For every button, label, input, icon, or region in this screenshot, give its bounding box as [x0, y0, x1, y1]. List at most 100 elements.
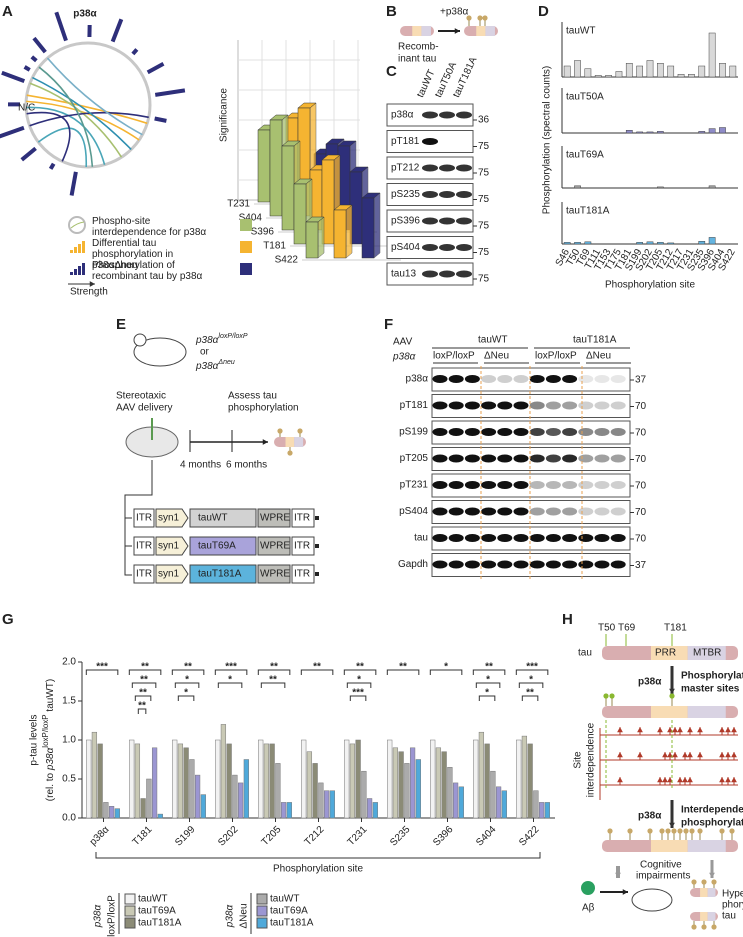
bar — [329, 790, 335, 819]
blot-band — [481, 375, 497, 383]
blot-band — [578, 428, 594, 436]
blot-band — [578, 534, 594, 542]
bar — [286, 802, 292, 819]
blot-band — [481, 401, 497, 410]
label: Recomb- — [398, 42, 439, 53]
blot-band — [448, 401, 464, 410]
blot-band — [497, 481, 513, 489]
label: master sites — [681, 684, 740, 695]
blot-band — [578, 507, 594, 516]
line — [146, 62, 165, 75]
arrow-head — [615, 872, 621, 878]
label: ITR — [136, 569, 152, 580]
label: ** — [141, 662, 149, 673]
blot-band — [562, 401, 578, 410]
chord — [37, 127, 87, 167]
sig-bracket — [386, 669, 420, 675]
bar-side — [373, 192, 381, 259]
bar — [280, 802, 287, 819]
shape — [124, 905, 136, 917]
label: T181 — [131, 824, 155, 848]
genotype-sup: Δneu — [217, 359, 234, 366]
blot-band — [529, 481, 545, 489]
bar — [91, 731, 98, 819]
label: tauT181A — [451, 55, 479, 99]
label: pS404 — [391, 242, 420, 253]
label: p38α — [406, 374, 429, 385]
label: T69 — [618, 623, 636, 634]
phospho-site — [683, 828, 689, 834]
bar-face — [281, 145, 295, 231]
bar — [484, 743, 490, 819]
phospho-site — [669, 693, 675, 699]
genotype: p38αloxP/loxP — [195, 333, 248, 346]
blot-band — [594, 454, 610, 463]
bar-face — [257, 129, 271, 203]
bar — [698, 65, 706, 78]
phospho-site — [466, 15, 472, 21]
shape — [257, 508, 291, 528]
label: tau — [414, 533, 428, 544]
blot-band — [481, 454, 497, 463]
label: Interdependent — [681, 805, 743, 816]
sig-bracket — [521, 695, 539, 701]
bar — [392, 747, 399, 819]
arrow-head — [662, 777, 668, 783]
chord — [46, 57, 143, 136]
blot-band — [513, 507, 529, 516]
chord — [26, 106, 106, 165]
arrow-head — [617, 777, 623, 783]
phospho-site — [477, 15, 483, 21]
bar — [584, 241, 592, 245]
y-tick-label: 1.0 — [62, 735, 76, 746]
label: ΔNeu — [586, 351, 611, 362]
phospho-site — [609, 693, 615, 699]
label: ΔNeu — [484, 351, 509, 362]
blot-band — [432, 454, 448, 463]
label: 75 — [478, 247, 490, 258]
sig-bracket — [214, 669, 248, 675]
bar — [215, 739, 221, 819]
sig-bracket — [257, 669, 291, 675]
arrow-head — [697, 752, 703, 758]
gene: p38α — [195, 335, 219, 346]
line — [20, 146, 37, 162]
bar-face — [269, 119, 283, 217]
gene: p38α — [195, 361, 219, 372]
label: N/C — [18, 103, 35, 114]
line — [23, 65, 31, 72]
label: *** — [352, 688, 364, 699]
arrow-head — [667, 752, 673, 758]
label: * — [184, 688, 188, 699]
bar — [636, 242, 644, 245]
bar — [447, 767, 453, 819]
bar — [194, 774, 201, 819]
label: *** — [225, 662, 237, 673]
legend-line: phosphorylation in — [92, 249, 173, 260]
bar — [258, 739, 264, 819]
blot-band — [448, 454, 464, 463]
label: MTBR — [693, 648, 721, 659]
label: p38α — [638, 677, 662, 688]
shape — [124, 893, 136, 905]
label: * — [357, 675, 361, 686]
bar — [129, 739, 135, 819]
blot-band — [481, 428, 497, 436]
bar — [108, 806, 115, 819]
arrow-head — [719, 752, 725, 758]
shape — [707, 888, 716, 897]
arrow-head — [687, 777, 693, 783]
label: AAV — [393, 337, 413, 348]
blot-band — [610, 534, 626, 542]
label: pS235 — [391, 189, 420, 200]
blot-band — [513, 375, 529, 383]
sig-bracket — [131, 682, 157, 688]
line — [48, 162, 56, 170]
shape — [189, 564, 257, 584]
blot-band — [456, 111, 472, 119]
label: Assess tau — [228, 391, 277, 402]
blot-band — [545, 375, 561, 383]
bar — [232, 774, 238, 819]
y-tick-label: 0.5 — [62, 774, 76, 785]
blot-band — [422, 138, 438, 145]
